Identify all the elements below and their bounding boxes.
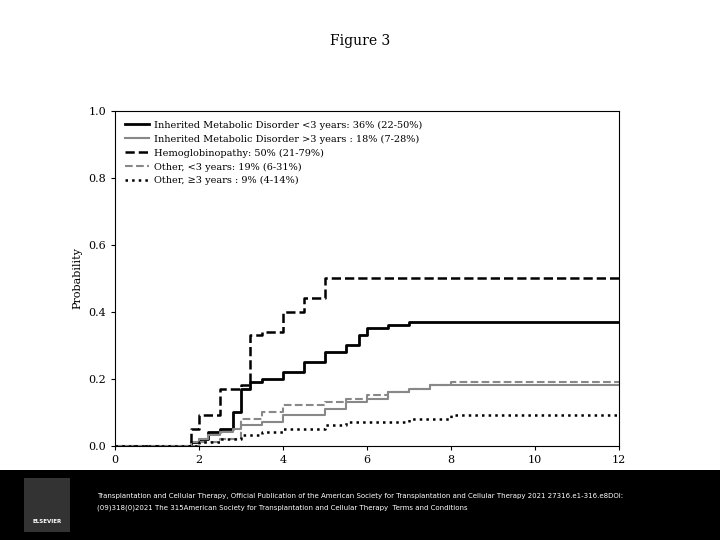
Text: Figure 3: Figure 3 xyxy=(330,33,390,48)
Text: Transplantation and Cellular Therapy, Official Publication of the American Socie: Transplantation and Cellular Therapy, Of… xyxy=(97,492,624,499)
Bar xyxy=(24,478,70,532)
Text: (09)318(0)2021 The 315American Society for Transplantation and Cellular Therapy : (09)318(0)2021 The 315American Society f… xyxy=(97,504,468,511)
Y-axis label: Probability: Probability xyxy=(73,247,83,309)
Text: ELSEVIER: ELSEVIER xyxy=(32,519,61,524)
Legend: Inherited Metabolic Disorder <3 years: 36% (22-50%), Inherited Metabolic Disorde: Inherited Metabolic Disorder <3 years: 3… xyxy=(120,116,427,191)
X-axis label: Months: Months xyxy=(346,470,389,480)
